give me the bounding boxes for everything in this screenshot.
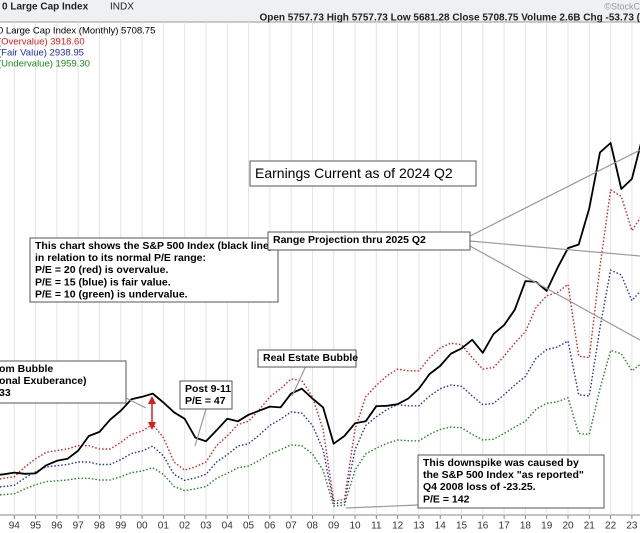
x-tick-label: 10	[349, 521, 361, 532]
x-tick-label: 11	[371, 521, 382, 532]
series-line	[0, 142, 640, 476]
x-tick-label: 97	[73, 521, 85, 532]
legend-entry: (Undervalue) 1959.30	[0, 59, 90, 70]
annotation-text: P/E = 142	[423, 493, 470, 505]
pointer	[469, 149, 640, 237]
legend-entry: (Overvalue) 3918.60	[0, 37, 85, 48]
x-tick-label: 95	[30, 521, 42, 532]
series-line	[0, 189, 640, 502]
x-tick-label: 23	[626, 521, 638, 532]
annotation-text: Earnings Current as of 2024 Q2	[255, 165, 453, 181]
x-tick-label: 15	[456, 521, 468, 532]
x-tick-label: 00	[136, 521, 148, 532]
x-tick-label: 99	[115, 521, 127, 532]
series-line	[0, 349, 640, 507]
x-tick-label: 21	[584, 521, 596, 532]
series-lines	[0, 142, 640, 507]
annotation-text: Real Estate Bubble	[263, 352, 358, 364]
x-tick-label: 20	[562, 521, 574, 532]
annotation-text: Post 9-11	[185, 383, 231, 395]
annotation-box	[257, 349, 357, 368]
x-tick-label: 08	[307, 521, 319, 532]
annotation-text: This chart shows the S&P 500 Index (blac…	[35, 240, 272, 252]
x-tick-label: 09	[328, 521, 340, 532]
header-bar	[0, 0, 640, 22]
series-line	[0, 269, 640, 505]
pointer	[194, 408, 207, 447]
x-tick-label: 16	[477, 521, 489, 532]
annotation-box	[179, 380, 233, 410]
pointer	[345, 504, 419, 509]
pointers	[125, 149, 640, 509]
annotation-box	[417, 454, 605, 509]
annotation-text: the S&P 500 Index "as reported"	[423, 469, 584, 481]
annotation-text: 33	[0, 387, 11, 399]
x-tick-label: 03	[200, 521, 212, 532]
x-tick-label: 07	[286, 521, 298, 532]
x-tick-label: 02	[179, 521, 191, 532]
annotation-text: om Bubble	[0, 363, 53, 375]
pointer	[469, 245, 640, 341]
x-tick-label: 19	[541, 521, 553, 532]
x-tick-label: 06	[264, 521, 276, 532]
x-tick-label: 01	[158, 521, 170, 532]
annotation-box	[29, 237, 279, 303]
annotation-box	[267, 231, 471, 251]
x-tick-label: 13	[413, 521, 425, 532]
annotation-text: Range Projection thru 2025 Q2	[273, 234, 426, 246]
x-tick-label: 12	[392, 521, 404, 532]
pointer	[469, 240, 640, 257]
x-tick-label: 98	[94, 521, 106, 532]
annotation-text: P/E = 20 (red) is overvalue.	[35, 264, 168, 276]
x-tick-label: 04	[222, 521, 234, 532]
annotation-text: Q4 2008 loss of -23.25.	[423, 481, 536, 493]
quote: Open 5757.73 High 5757.73 Low 5681.28 Cl…	[259, 13, 640, 24]
legend-entry: 0 Large Cap Index (Monthly) 5708.75	[0, 26, 155, 37]
annotation-text: P/E = 15 (blue) is fair value.	[35, 276, 171, 288]
x-tick-label: 22	[605, 521, 617, 532]
annotation-box	[249, 160, 477, 187]
annotation-text: P/E = 10 (green) is undervalue.	[35, 289, 188, 301]
annotation-text: P/E = 47	[185, 395, 226, 407]
annotation-text: in relation to its normal P/E range:	[35, 252, 206, 264]
chart-title: 0 Large Cap Index	[2, 2, 89, 13]
annotation-text: onal Exuberance)	[0, 375, 87, 387]
pointer	[125, 397, 147, 409]
x-tick-label: 18	[520, 521, 532, 532]
x-tick-label: 17	[499, 521, 511, 532]
x-tick-label: 96	[51, 521, 63, 532]
legend: 0 Large Cap Index (Monthly) 5708.75(Over…	[0, 26, 155, 70]
x-tick-label: 94	[9, 521, 21, 532]
annotations: Earnings Current as of 2024 Q2 This chart…	[0, 160, 605, 509]
arrow-head	[148, 422, 156, 430]
annotation-box	[0, 360, 127, 404]
legend-entry: (Fair Value) 2938.95	[0, 48, 84, 59]
x-tick-label: 05	[243, 521, 255, 532]
exchange: INDX	[110, 2, 134, 13]
watermark: ©StockC	[604, 1, 640, 11]
arrow-head	[148, 396, 156, 404]
annotation-text: This downspike was caused by	[423, 457, 579, 469]
pointer	[291, 365, 307, 397]
x-tick-label: 14	[435, 521, 447, 532]
